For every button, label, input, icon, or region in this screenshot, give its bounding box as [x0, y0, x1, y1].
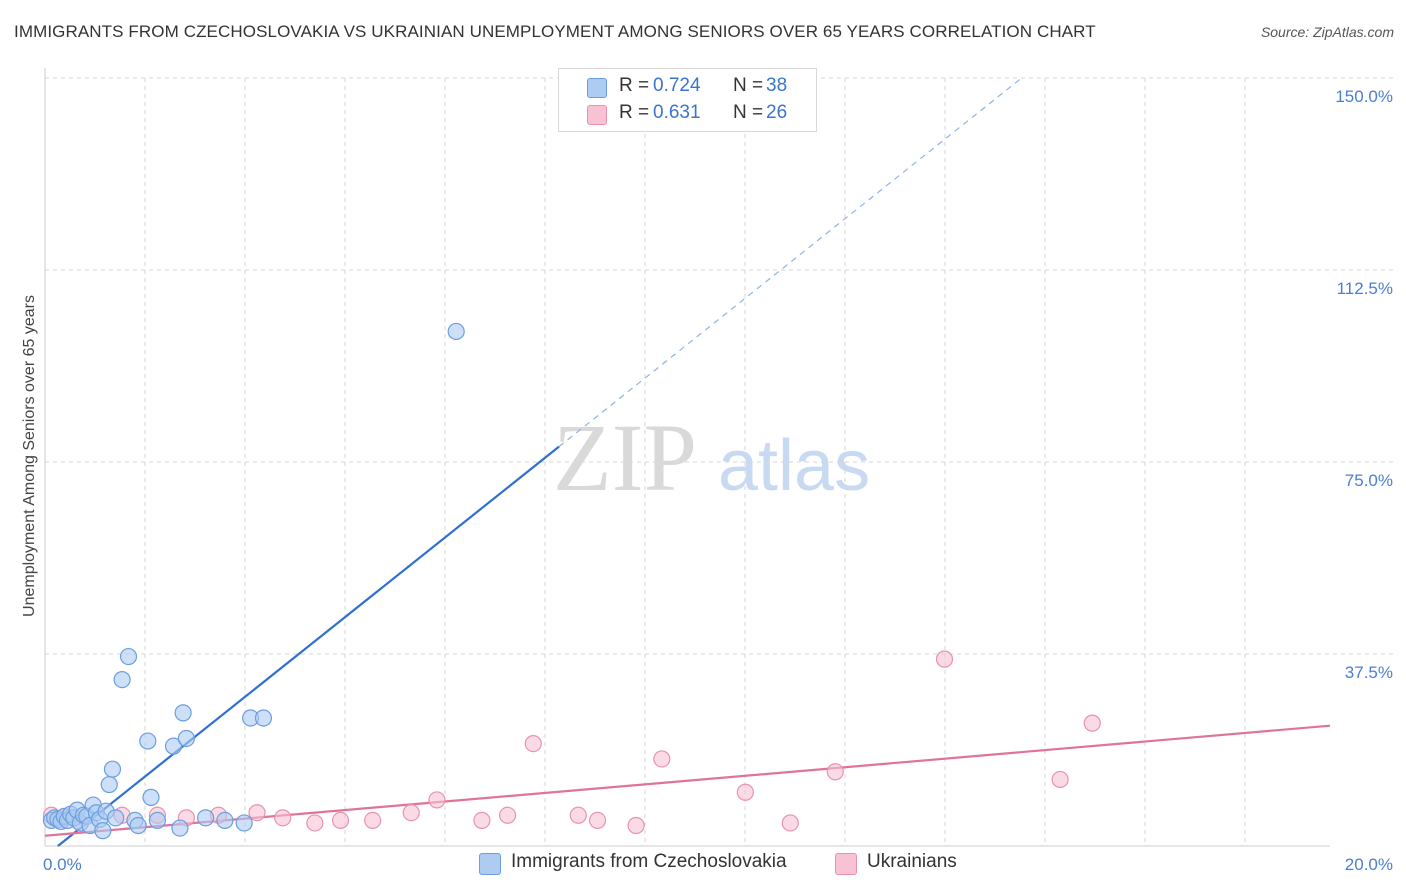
data-point-ukrainians [473, 811, 491, 830]
data-point-czechoslovakia [113, 670, 131, 689]
data-point-ukrainians [428, 791, 446, 809]
watermark: ZIP atlas [553, 404, 870, 511]
data-point-ukrainians [627, 816, 645, 835]
legend-n-label: N = [733, 102, 764, 123]
data-point-czechoslovakia [148, 811, 167, 830]
bottom-legend-label: Ukrainians [867, 851, 957, 872]
data-point-ukrainians [569, 806, 587, 824]
data-point-ukrainians [736, 783, 754, 801]
data-point-ukrainians [364, 811, 382, 830]
data-point-czechoslovakia [447, 322, 465, 341]
data-point-czechoslovakia [129, 816, 147, 835]
data-point-ukrainians [524, 734, 542, 753]
x-tick-label: 20.0% [1345, 855, 1393, 874]
legend-swatch-blue [587, 78, 607, 98]
bottom-legend-swatch-pink [835, 853, 857, 875]
source-label: Source: ZipAtlas.com [1260, 24, 1394, 40]
trend-line-czechoslovakia [57, 445, 560, 847]
data-point-czechoslovakia [142, 788, 160, 806]
grid-layer [45, 77, 1395, 846]
bottom-legend-swatch-blue [479, 853, 501, 875]
data-point-czechoslovakia [171, 819, 189, 837]
data-point-czechoslovakia [94, 822, 112, 840]
data-point-czechoslovakia [254, 709, 273, 727]
data-point-czechoslovakia [139, 732, 157, 750]
bottom-legend-czechoslovakia: Immigrants from Czechoslovakia [479, 851, 809, 877]
data-point-ukrainians [1083, 714, 1101, 732]
data-point-ukrainians [331, 811, 350, 830]
bottom-legend-ukrainians: Ukrainians [835, 851, 975, 877]
legend-r-value: 0.631 [653, 102, 701, 123]
data-point-czechoslovakia [197, 809, 215, 827]
data-point-ukrainians [588, 811, 607, 830]
axis-layer: 37.5% 75.0% 112.5% 150.0% 0.0% 20.0% [43, 68, 1393, 874]
data-point-ukrainians [1051, 770, 1069, 789]
data-point-ukrainians [499, 806, 517, 824]
data-point-ukrainians [781, 814, 799, 832]
data-point-czechoslovakia [216, 811, 234, 830]
correlation-legend: R = 0.724 N = 38 R = 0.631 N = 26 [558, 68, 817, 132]
legend-swatch-pink [587, 105, 607, 125]
y-tick-label: 37.5% [1345, 663, 1393, 682]
legend-r-value: 0.724 [653, 75, 701, 96]
points-layer [42, 322, 1101, 840]
data-point-czechoslovakia [100, 775, 118, 794]
bottom-legend-label: Immigrants from Czechoslovakia [511, 851, 787, 872]
data-point-czechoslovakia [164, 737, 183, 755]
data-point-ukrainians [653, 750, 671, 768]
data-point-ukrainians [248, 804, 266, 822]
legend-r-label: R = [619, 102, 650, 123]
data-point-czechoslovakia [107, 809, 125, 827]
data-point-czechoslovakia [235, 814, 253, 832]
x-tick-label: 0.0% [43, 855, 82, 874]
watermark-atlas: atlas [718, 426, 870, 506]
chart-title: IMMIGRANTS FROM CZECHOSLOVAKIA VS UKRAIN… [14, 22, 1096, 41]
data-point-ukrainians [935, 650, 954, 668]
legend-r-label: R = [619, 75, 650, 96]
y-tick-label: 112.5% [1337, 279, 1393, 298]
trend-line-czechoslovakia-projection [558, 77, 1022, 448]
data-point-czechoslovakia [119, 647, 138, 666]
watermark-zip: ZIP [553, 404, 697, 511]
legend-n-label: N = [733, 75, 764, 96]
data-point-ukrainians [306, 814, 324, 832]
data-point-czechoslovakia [103, 760, 122, 778]
y-axis-label: Unemployment Among Seniors over 65 years [21, 295, 38, 617]
data-point-ukrainians [274, 809, 292, 827]
data-point-ukrainians [402, 804, 420, 822]
y-tick-label: 150.0% [1335, 87, 1393, 106]
y-tick-label: 75.0% [1345, 471, 1393, 490]
data-point-czechoslovakia [174, 704, 192, 722]
data-point-czechoslovakia [177, 729, 195, 748]
legend-n-value: 38 [766, 75, 788, 96]
data-point-ukrainians [826, 763, 844, 781]
legend-n-value: 26 [766, 102, 788, 123]
